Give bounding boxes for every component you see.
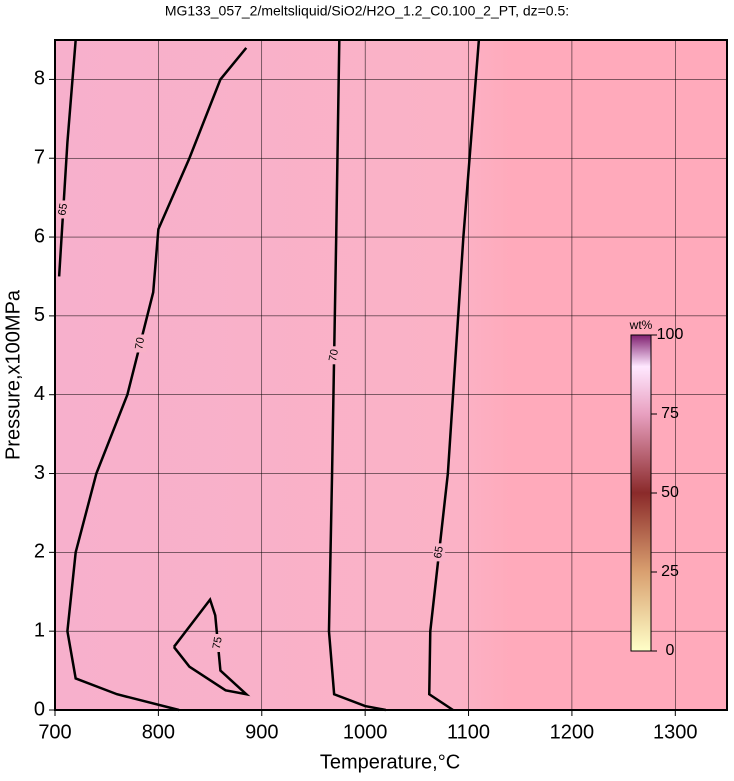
contour-label: 75 (211, 636, 225, 650)
colorbar (630, 334, 652, 652)
colorbar-tick-label: 0 (666, 642, 675, 659)
plot-area: 70 75 70 65 65 (54, 39, 727, 712)
contour-label-bg (57, 200, 70, 219)
y-tick-label: 2 (34, 541, 45, 563)
x-tick-label: 1300 (653, 721, 698, 743)
colorbar-tick-label: 75 (661, 405, 679, 422)
y-tick-label: 7 (34, 147, 45, 169)
contour-line (66, 47, 248, 712)
contour-line (327, 39, 387, 712)
contour-label-bg (433, 543, 446, 562)
contour-label-bg (328, 346, 341, 365)
plot-frame (54, 39, 728, 711)
y-tick-label: 6 (34, 225, 45, 247)
y-axis-label: Pressure,x100MPa (2, 289, 24, 460)
contour-label: 70 (133, 336, 147, 350)
x-tick-label: 1200 (550, 721, 595, 743)
contour-label: 65 (432, 545, 446, 559)
y-tick-label: 4 (34, 383, 45, 405)
x-tick-label: 700 (38, 721, 71, 743)
colorbar-label: wt% (629, 318, 653, 332)
contour-label: 70 (327, 348, 341, 362)
x-tick-label: 900 (245, 721, 278, 743)
contour-label: 65 (56, 202, 70, 216)
colorbar-tick-label: 25 (661, 563, 679, 580)
y-tick-label: 5 (34, 304, 45, 326)
colorbar-tick-label: 50 (661, 484, 679, 501)
x-tick-label: 1100 (447, 721, 490, 743)
x-tick-label: 800 (142, 721, 175, 743)
y-tick-label: 0 (34, 698, 45, 720)
plot-background (55, 40, 727, 710)
contour-line (172, 597, 251, 697)
contour-label-bg (134, 334, 147, 353)
chart-title: MG133_057_2/meltsliquid/SiO2/H2O_1.2_C0.… (165, 3, 569, 19)
y-tick-label: 3 (34, 462, 45, 484)
y-tick-label: 1 (34, 619, 45, 641)
contour-label-bg (211, 634, 224, 652)
y-tick-label: 8 (34, 68, 45, 90)
contour-line (57, 39, 77, 277)
colorbar-tick-label: 100 (657, 326, 684, 343)
x-axis-label: Temperature,°C (320, 751, 460, 773)
x-tick-label: 1000 (343, 721, 388, 743)
